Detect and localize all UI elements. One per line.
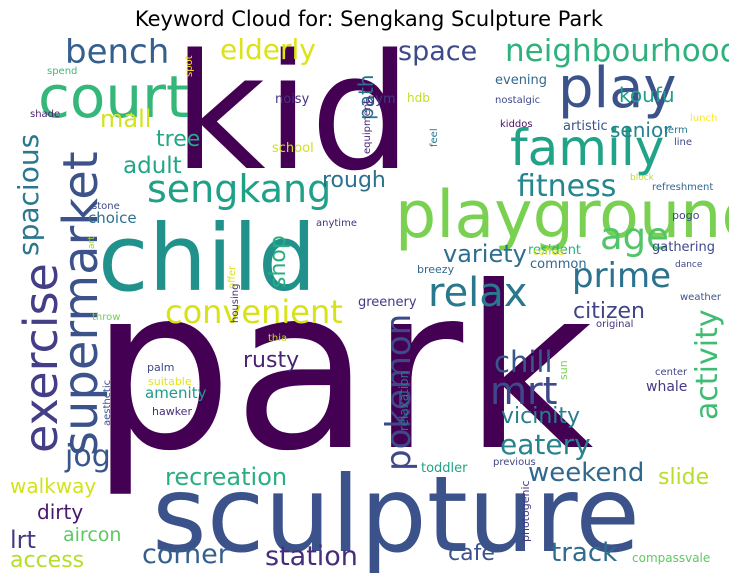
word-line: line [674, 137, 693, 148]
word-relax: relax [428, 270, 528, 316]
word-playground: playground [395, 178, 729, 253]
word-gym: gym [367, 92, 396, 107]
word-jog: jog [65, 439, 111, 474]
word-stone: stone [92, 201, 120, 212]
word-block: block [630, 173, 654, 183]
word-noisy: noisy [275, 92, 310, 107]
word-anytime: anytime [316, 218, 357, 229]
word-elderly: elderly [220, 38, 316, 66]
word-compassvale: compassvale [632, 551, 711, 565]
word-spot: spot [184, 55, 195, 77]
word-adult: adult [123, 153, 182, 179]
word-kid: kid [173, 38, 412, 206]
word-convenient: convenient [165, 293, 343, 331]
word-senior: senior [610, 118, 672, 142]
word-recreation: recreation [165, 463, 288, 491]
word-corner: corner [142, 539, 229, 570]
word-amenity: amenity [145, 384, 207, 402]
word-thia: thia [268, 333, 288, 344]
word-walkway: walkway [10, 474, 97, 498]
word-spacious: spacious [12, 134, 45, 257]
word-equipment: equipment [362, 100, 373, 155]
word-activity: activity [690, 309, 725, 420]
word-child: child [98, 205, 317, 312]
word-prime: prime [572, 256, 672, 296]
word-center: center [655, 367, 688, 378]
word-artistic: artistic [563, 119, 608, 134]
word-exercise: exercise [14, 263, 68, 453]
word-refreshment: refreshment [652, 182, 714, 193]
word-suitable: suitable [148, 375, 192, 388]
word-koufu: koufu [619, 83, 675, 107]
word-mrt: mrt [490, 369, 558, 413]
word-shop: shop [266, 235, 291, 288]
word-weather: weather [680, 292, 721, 303]
word-rusty: rusty [243, 348, 300, 373]
word-coffee: coffee [533, 247, 564, 258]
word-art: art [87, 236, 97, 249]
word-sengkang: sengkang [147, 167, 332, 211]
word-breezy: breezy [417, 263, 455, 276]
word-rough: rough [322, 168, 386, 193]
word-housing: housing [230, 284, 241, 324]
word-dirty: dirty [37, 500, 84, 524]
word-family: family [510, 119, 665, 177]
word-choice: choice [88, 209, 137, 227]
word-throw: throw [92, 312, 121, 323]
word-lunch: lunch [690, 113, 718, 124]
word-eatery: eatery [500, 428, 591, 461]
word-tree: tree [156, 127, 201, 152]
word-space: space [398, 38, 478, 67]
word-dance: dance [675, 260, 703, 270]
word-track: track [551, 538, 618, 568]
word-greenery: greenery [358, 295, 417, 310]
word-citizen: citizen [573, 299, 645, 324]
word-photogenic: photogenic [519, 480, 532, 542]
word-vicinity: vicinity [501, 404, 581, 429]
word-lrt: lrt [10, 526, 36, 554]
word-original: original [596, 319, 634, 330]
word-play: play [558, 56, 677, 121]
word-park: park [90, 239, 594, 501]
word-pogo: pogo [672, 209, 700, 222]
word-resident: resident [528, 243, 582, 258]
word-feel: feel [429, 128, 440, 147]
word-toddler: toddler [421, 461, 468, 476]
word-chill: chill [494, 345, 553, 379]
word-cloud: park kid sculpture child playground court play… [10, 38, 729, 578]
word-shade: shade [30, 109, 61, 120]
word-weekend: weekend [528, 458, 645, 488]
word-gathering: gathering [652, 240, 716, 255]
word-relaxation: relaxation [397, 371, 411, 432]
word-previous: previous [493, 457, 536, 468]
word-fitness: fitness [517, 169, 617, 204]
word-kiddos: kiddos [500, 119, 533, 130]
word-neighbourhood: neighbourhood [505, 38, 729, 69]
word-variety: variety [443, 240, 527, 268]
word-evening: evening [495, 73, 548, 88]
word-court: court [38, 63, 189, 131]
word-spend: spend [47, 66, 78, 77]
word-school: school [272, 141, 314, 156]
word-mall: mall [100, 105, 152, 133]
word-nostalgic: nostalgic [495, 95, 541, 106]
word-sun: sun [557, 360, 570, 380]
word-palm: palm [147, 361, 175, 374]
word-sculpture: sculpture [152, 454, 640, 576]
word-common: common [530, 257, 587, 272]
word-cafe: cafe [448, 541, 495, 566]
word-hdb: hdb [407, 91, 430, 105]
word-aesthetic: aesthetic [102, 380, 113, 427]
word-term: term [664, 125, 688, 136]
chart-title: Keyword Cloud for: Sengkang Sculpture Pa… [134, 7, 604, 31]
word-aircon: aircon [63, 524, 122, 546]
word-bench: bench [65, 38, 170, 72]
word-whale: whale [646, 379, 688, 395]
word-age: age [600, 215, 669, 258]
word-access: access [10, 548, 85, 573]
word-slide: slide [658, 465, 710, 490]
word-hawker: hawker [152, 405, 192, 418]
word-station: station [265, 541, 358, 572]
